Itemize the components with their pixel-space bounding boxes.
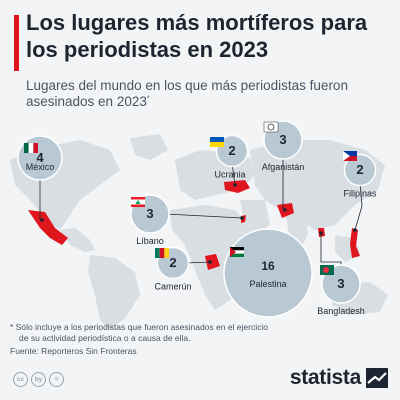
- connector-camerun: [185, 261, 211, 264]
- accent-bar: [14, 15, 19, 71]
- footnote: * Sólo incluye a los periodistas que fue…: [10, 322, 390, 344]
- bubble-libano[interactable]: 3 Líbano: [130, 194, 170, 246]
- flag-icon-camerun: [155, 248, 169, 258]
- bubble-value-bangladesh: 3: [337, 276, 344, 291]
- footnote-line2: de su actividad periodística o a causa d…: [19, 333, 191, 343]
- anchor-dot-libano: [240, 216, 244, 220]
- bubble-label-camerun: Camerún: [154, 282, 191, 292]
- bubble-circle-palestina: [223, 228, 313, 318]
- country-shape-ukraine: [224, 180, 250, 193]
- anchor-dot-afganistan: [283, 208, 287, 212]
- bubble-label-palestina: Palestina: [249, 279, 286, 289]
- anchor-dot-bangladesh: [319, 231, 323, 235]
- bubble-bangladesh[interactable]: 3 Bangladesh: [317, 264, 365, 316]
- bubble-circle-ucrania: [215, 134, 249, 168]
- flag-icon-ucrania: [210, 137, 224, 147]
- connector-libano: [165, 213, 243, 219]
- flag-icon-mexico: [24, 143, 38, 153]
- bubble-value-afganistan: 3: [279, 132, 286, 147]
- anchor-dot-camerun: [208, 260, 212, 264]
- connector-filipinas: [354, 181, 363, 231]
- bubble-value-filipinas: 2: [356, 162, 363, 177]
- subtitle-text: Lugares del mundo en los que más periodi…: [26, 78, 348, 109]
- bubble-label-afganistan: Afganistán: [262, 162, 305, 172]
- footnote-line1: * Sólo incluye a los periodistas que fue…: [10, 322, 268, 332]
- country-shape-mexico: [28, 210, 68, 245]
- country-shape-cameroon: [205, 254, 220, 270]
- flag-icon-bangladesh: [320, 265, 334, 275]
- anchor-dot-mexico: [40, 218, 44, 222]
- bubble-afganistan[interactable]: 3 Afganistán: [262, 120, 305, 172]
- bubble-filipinas[interactable]: 2 Filipinas: [343, 151, 377, 199]
- license-icons: cc by =: [13, 372, 64, 387]
- attribution-icon[interactable]: by: [31, 372, 46, 387]
- flag-icon-filipinas: [343, 151, 357, 161]
- subtitle-footnote-mark: *: [146, 95, 150, 103]
- bubble-camerun[interactable]: 2 Camerún: [154, 246, 192, 292]
- flag-icon-afganistan: [263, 121, 279, 133]
- brand-name[interactable]: statista: [289, 366, 361, 389]
- country-shape-philippines: [350, 228, 360, 258]
- bubble-ucrania[interactable]: 2 Ucrania: [210, 134, 249, 180]
- source: Fuente: Reporteros Sin Fronteras: [10, 346, 137, 356]
- flag-icon-libano: [131, 197, 145, 207]
- brand[interactable]: statista: [290, 366, 388, 390]
- bubble-value-ucrania: 2: [228, 143, 235, 158]
- statista-logo-icon: [366, 368, 388, 388]
- cc-icon[interactable]: cc: [13, 372, 28, 387]
- page-subtitle: Lugares del mundo en los que más periodi…: [26, 78, 386, 110]
- flag-icon-palestina: [230, 247, 244, 257]
- bubble-label-bangladesh: Bangladesh: [317, 306, 365, 316]
- anchor-dot-ucrania: [233, 183, 237, 187]
- bubble-label-mexico: México: [26, 162, 55, 172]
- bubble-circle-filipinas: [343, 153, 377, 187]
- bubble-value-libano: 3: [146, 206, 153, 221]
- bubble-palestina[interactable]: 16 Palestina: [223, 228, 313, 318]
- bubble-value-mexico: 4: [36, 150, 44, 165]
- bubble-label-libano: Líbano: [136, 236, 164, 246]
- anchor-dot-filipinas: [353, 228, 357, 232]
- bubble-value-camerun: 2: [169, 255, 176, 270]
- bubble-label-filipinas: Filipinas: [343, 189, 377, 199]
- no-derivatives-icon[interactable]: =: [49, 372, 64, 387]
- bubble-label-ucrania: Ucrania: [214, 170, 245, 180]
- bubble-value-palestina: 16: [261, 259, 275, 273]
- page-title: Los lugares más mortíferos para los peri…: [26, 10, 368, 62]
